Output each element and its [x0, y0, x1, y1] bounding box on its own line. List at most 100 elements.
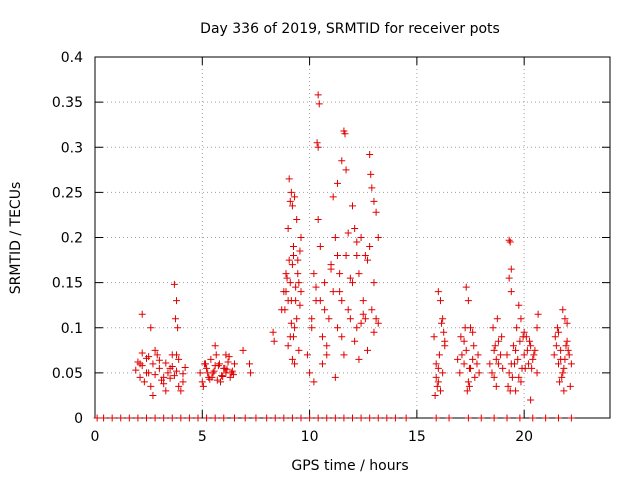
data-point: [93, 414, 101, 422]
data-point: [351, 337, 359, 345]
x-tick-label: 0: [91, 429, 100, 445]
data-point: [293, 215, 301, 223]
data-point: [292, 297, 300, 305]
data-point: [297, 234, 305, 241]
data-point: [336, 270, 344, 278]
data-point: [151, 346, 159, 354]
data-point: [318, 360, 326, 368]
data-point: [211, 414, 219, 422]
data-point: [166, 364, 174, 372]
data-point: [217, 378, 225, 386]
data-point: [100, 414, 108, 422]
data-point: [563, 337, 571, 345]
data-point: [149, 360, 157, 368]
data-point: [503, 351, 511, 359]
data-point: [220, 414, 228, 422]
data-point: [215, 360, 223, 368]
data-point: [315, 100, 323, 108]
data-point: [224, 358, 232, 366]
data-point: [490, 373, 498, 381]
data-point: [287, 319, 295, 327]
data-point: [493, 315, 501, 323]
data-point: [357, 414, 365, 422]
data-point: [134, 414, 142, 422]
data-point: [562, 342, 570, 350]
data-point: [366, 243, 374, 251]
data-point: [432, 373, 440, 381]
data-point: [151, 414, 159, 422]
data-point: [488, 369, 496, 377]
data-point: [432, 414, 440, 422]
data-point: [288, 261, 296, 269]
data-point: [173, 367, 181, 375]
data-point: [288, 355, 296, 363]
data-point: [227, 369, 235, 377]
data-point: [314, 414, 322, 422]
data-point: [177, 414, 185, 422]
data-point: [515, 373, 523, 381]
data-point: [170, 372, 178, 380]
data-point: [434, 378, 442, 386]
data-point: [138, 310, 146, 318]
data-point: [297, 414, 305, 422]
data-point: [505, 274, 513, 282]
data-point: [465, 364, 473, 372]
data-point: [295, 346, 303, 354]
data-point: [117, 414, 125, 422]
data-point: [441, 337, 449, 345]
data-point: [499, 364, 507, 372]
data-point: [433, 382, 441, 390]
data-point: [295, 279, 303, 287]
data-point: [288, 202, 296, 210]
data-point: [145, 353, 153, 361]
data-point: [222, 351, 230, 359]
data-point: [370, 197, 378, 205]
data-point: [207, 355, 215, 363]
data-point: [563, 319, 571, 327]
data-point: [344, 306, 352, 314]
data-point: [292, 283, 300, 291]
data-point: [185, 414, 193, 422]
data-point: [557, 346, 565, 354]
data-point: [349, 202, 356, 210]
data-point: [303, 351, 311, 359]
data-point: [370, 279, 378, 287]
data-point: [171, 315, 179, 323]
data-point: [436, 297, 444, 305]
data-point: [306, 414, 314, 422]
data-point: [431, 391, 439, 399]
data-point: [252, 414, 260, 422]
data-point: [160, 414, 168, 422]
data-point: [168, 414, 176, 422]
data-point: [321, 279, 329, 287]
y-tick-label: 0.05: [52, 366, 83, 382]
data-point: [489, 324, 497, 332]
data-point: [346, 315, 354, 323]
data-point: [310, 378, 318, 386]
data-point: [353, 252, 361, 260]
data-point: [456, 369, 464, 377]
data-point: [325, 315, 333, 323]
y-tick-label: 0.15: [52, 276, 83, 292]
data-point: [140, 378, 148, 386]
data-point: [214, 362, 222, 370]
data-point: [555, 360, 562, 368]
data-point: [340, 351, 348, 359]
data-point: [323, 414, 331, 422]
data-point: [125, 414, 133, 422]
data-point: [151, 371, 159, 379]
data-point: [560, 387, 568, 395]
data-point: [519, 333, 527, 341]
data-point: [294, 270, 302, 278]
data-point: [372, 208, 380, 216]
data-point: [368, 306, 376, 314]
data-point: [528, 364, 536, 372]
data-point: [155, 356, 163, 364]
y-tick-label: 0.4: [61, 50, 83, 66]
data-point: [219, 372, 227, 380]
data-point: [296, 301, 304, 309]
data-point: [438, 319, 446, 327]
x-tick-label: 15: [408, 429, 426, 445]
data-point: [336, 288, 344, 296]
data-point: [291, 324, 299, 332]
